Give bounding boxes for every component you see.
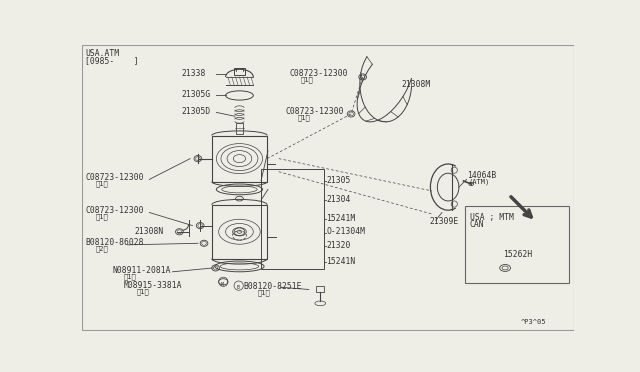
Text: 15262H: 15262H: [504, 250, 533, 259]
Text: （1）: （1）: [301, 77, 314, 83]
Bar: [316, 286, 324, 292]
Bar: [261, 169, 324, 269]
Bar: [465, 206, 569, 283]
Bar: [236, 123, 243, 134]
Text: 21305G: 21305G: [182, 90, 211, 99]
Text: （1）: （1）: [95, 213, 108, 219]
Text: N08911-2081A: N08911-2081A: [113, 266, 171, 275]
Bar: [234, 68, 245, 76]
Text: [0985-    ]: [0985- ]: [86, 56, 139, 65]
Text: B08120-86028: B08120-86028: [86, 238, 144, 247]
Text: 21308M: 21308M: [401, 80, 430, 89]
Text: （2）: （2）: [95, 246, 108, 252]
Bar: [212, 205, 267, 259]
Text: USA.ATM: USA.ATM: [86, 49, 120, 58]
Text: (ATM): (ATM): [469, 179, 490, 185]
Text: 21338: 21338: [182, 68, 206, 78]
Text: （1）: （1）: [297, 115, 310, 121]
Text: M08915-3381A: M08915-3381A: [124, 281, 182, 290]
Text: （1）: （1）: [124, 273, 137, 280]
Text: USA ; MTM: USA ; MTM: [470, 213, 513, 222]
Bar: [212, 135, 267, 182]
Text: O-21304M: O-21304M: [326, 227, 365, 236]
Text: C08723-12300: C08723-12300: [86, 206, 144, 215]
Text: 21305D: 21305D: [182, 107, 211, 116]
Text: M: M: [221, 282, 224, 286]
Text: C08723-12300: C08723-12300: [285, 107, 344, 116]
Text: B08120-8251E: B08120-8251E: [243, 282, 302, 291]
Text: （1）: （1）: [257, 289, 270, 296]
Text: 14064B: 14064B: [467, 171, 496, 180]
Text: 21320: 21320: [326, 241, 351, 250]
Text: （1）: （1）: [137, 289, 150, 295]
Text: ^P3^05: ^P3^05: [520, 319, 546, 325]
Text: 21309E: 21309E: [429, 217, 459, 226]
Text: （1）: （1）: [95, 180, 108, 186]
Text: 15241M: 15241M: [326, 214, 356, 223]
Text: CAN: CAN: [470, 220, 484, 229]
Text: C08723-12300: C08723-12300: [289, 68, 348, 78]
Text: C08723-12300: C08723-12300: [86, 173, 144, 182]
Text: 21305: 21305: [326, 176, 351, 185]
Text: 15241N: 15241N: [326, 257, 356, 266]
Text: 21304: 21304: [326, 195, 351, 204]
Text: B: B: [236, 285, 239, 291]
Text: 21308N: 21308N: [134, 227, 163, 236]
